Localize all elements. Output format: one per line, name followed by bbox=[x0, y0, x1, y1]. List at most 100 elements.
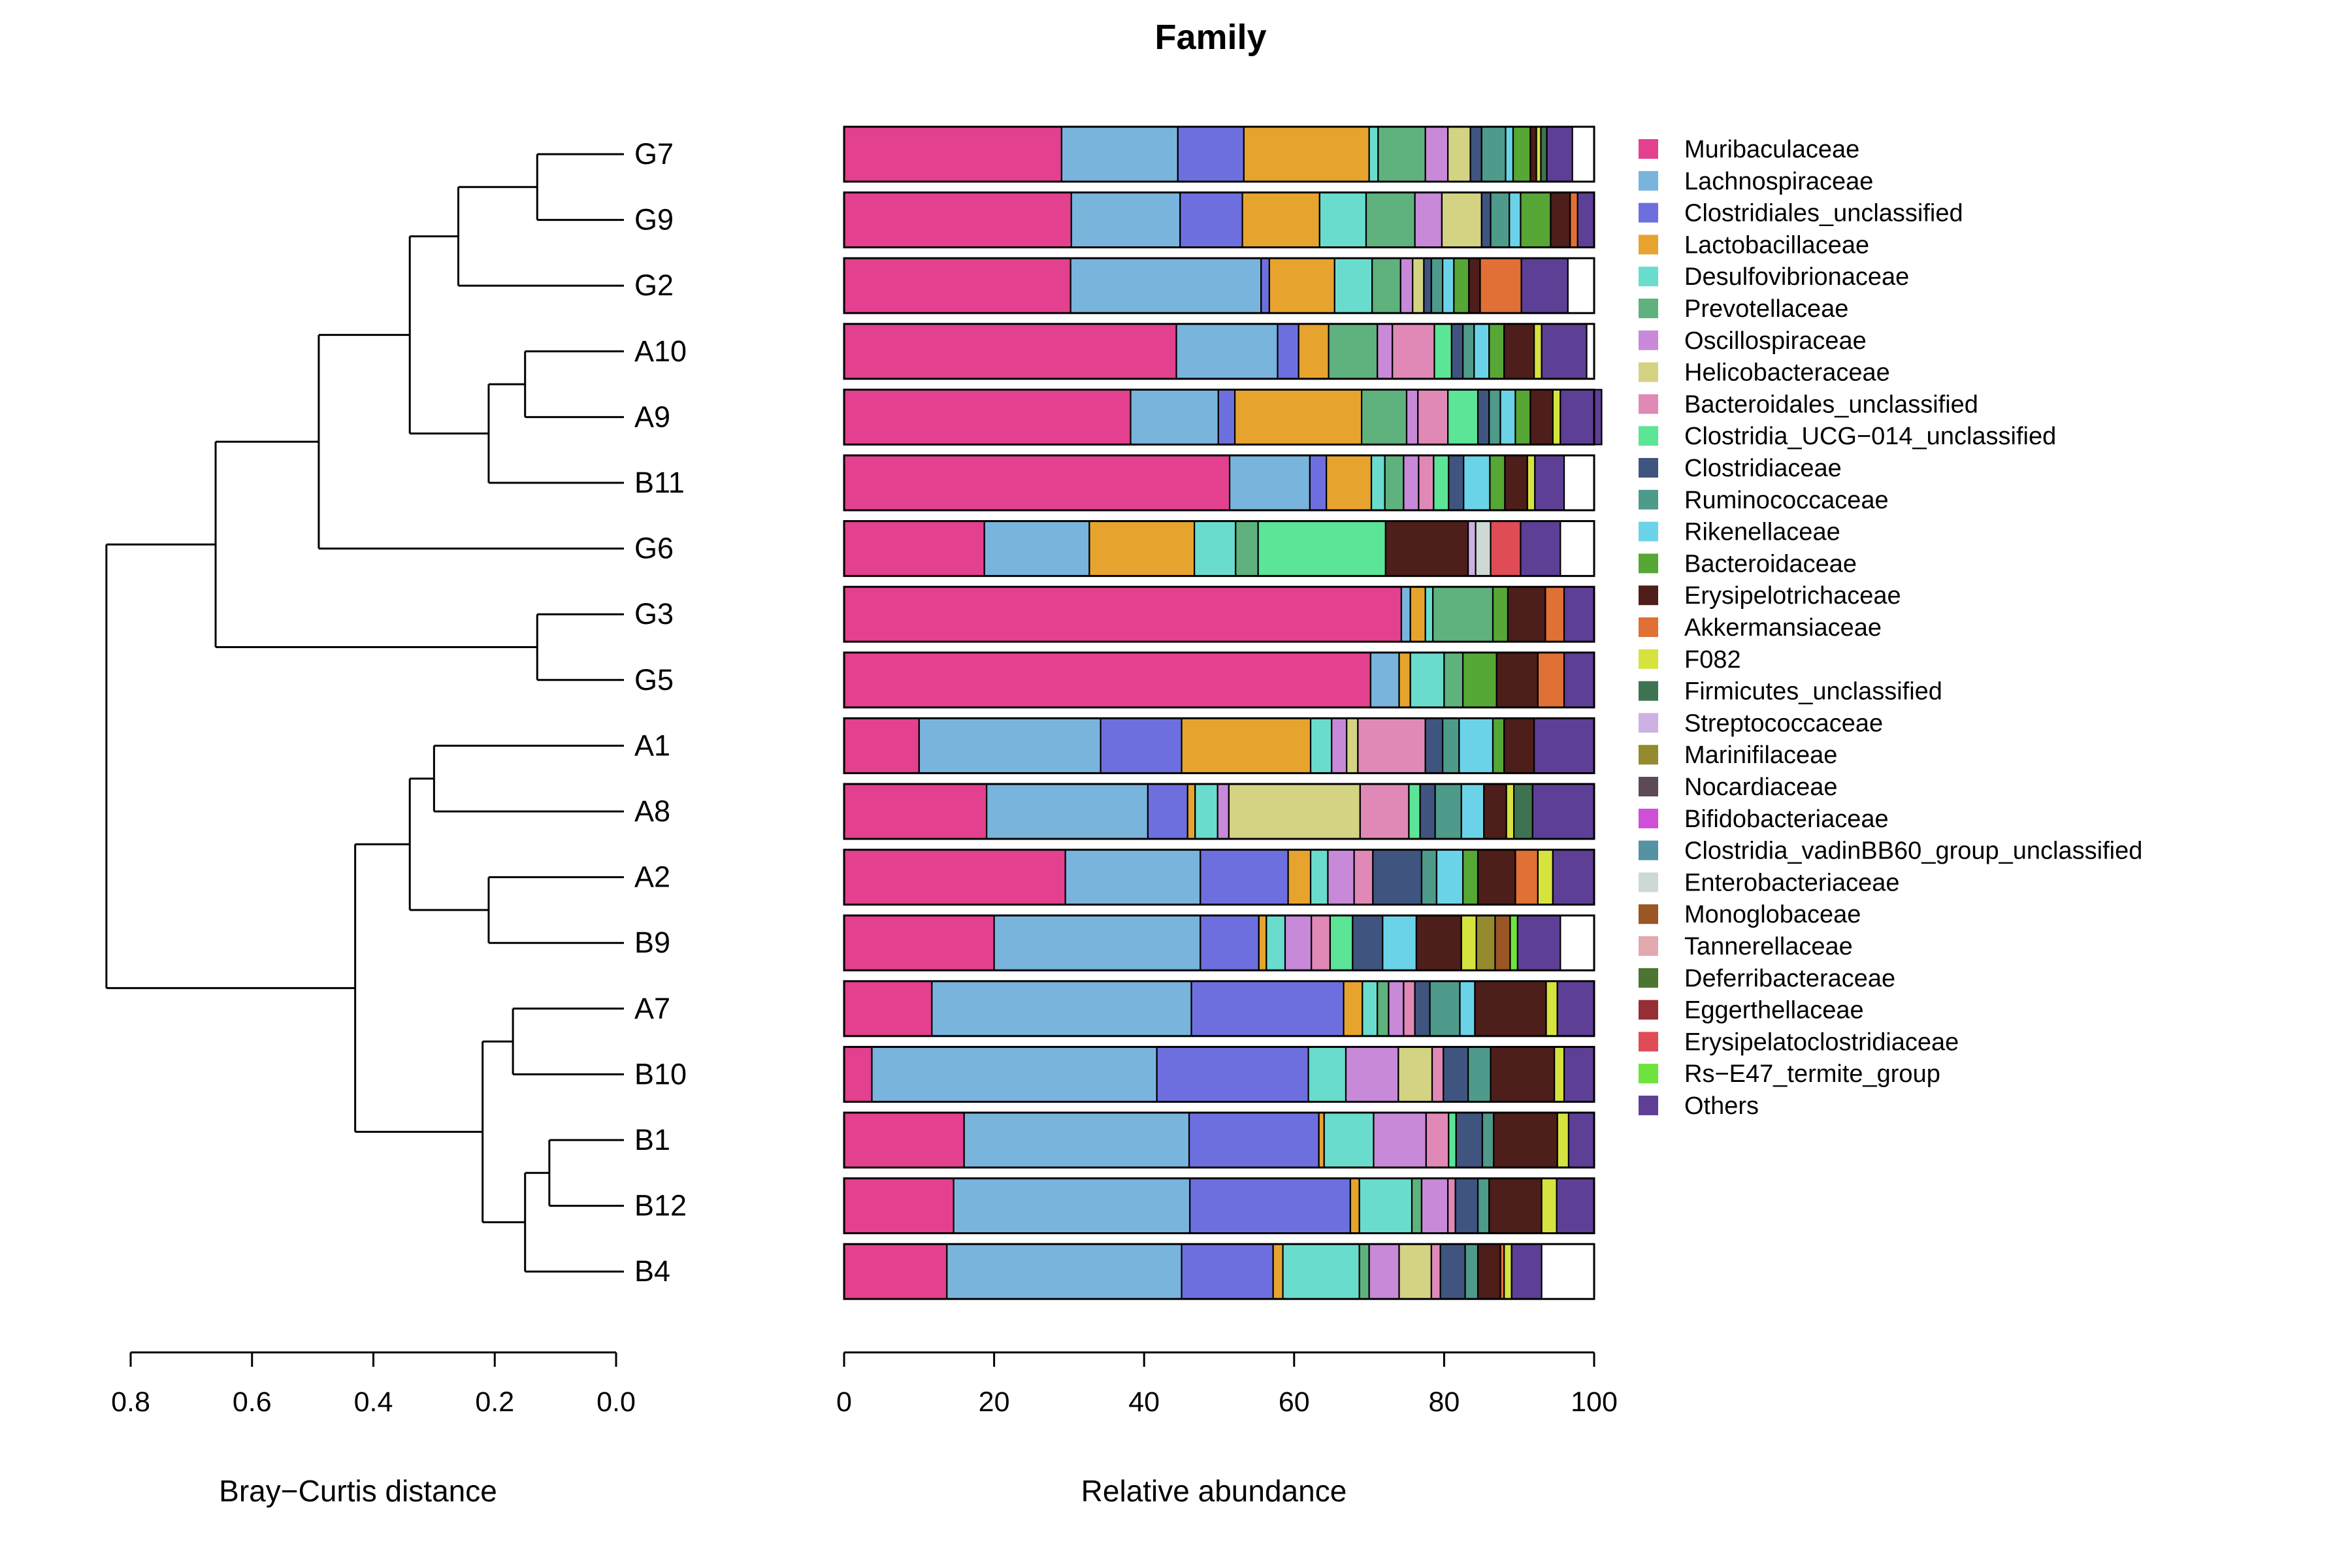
segment-A2-Lachnospiraceae bbox=[1064, 849, 1201, 906]
legend-swatch bbox=[1639, 267, 1658, 287]
bar-G9 bbox=[843, 191, 1595, 249]
legend-label: Tannerellaceae bbox=[1684, 933, 1853, 960]
segment-A10-Prevotellaceae bbox=[1328, 323, 1379, 380]
segment-A9-F082 bbox=[1552, 389, 1561, 446]
bar-outline-G2 bbox=[843, 257, 1595, 314]
segment-A8-Ruminococcaceae bbox=[1434, 783, 1462, 840]
segment-A1-Lactobacillaceae bbox=[1181, 717, 1312, 774]
segment-A10-Muribaculaceae bbox=[843, 323, 1177, 380]
segment-A10-Others bbox=[1541, 323, 1588, 380]
segment-B12-Prevotellaceae bbox=[1411, 1177, 1423, 1234]
bar-outline-A9 bbox=[843, 388, 1595, 446]
legend-item-Nocardiaceae: Nocardiaceae bbox=[1639, 774, 1837, 801]
segment-A10-Clostridiales_unclassified bbox=[1277, 323, 1299, 380]
segment-G7-Others bbox=[1546, 125, 1573, 183]
sample-label-A1: A1 bbox=[634, 728, 670, 762]
segment-A10-Clostridia_UCG−014_unclassified bbox=[1433, 323, 1452, 380]
segment-G6-Prevotellaceae bbox=[1235, 520, 1259, 577]
legend-swatch bbox=[1639, 745, 1658, 765]
segment-B4-Lachnospiraceae bbox=[946, 1243, 1183, 1300]
dendrogram bbox=[105, 153, 624, 1273]
legend-label: Bifidobacteriaceae bbox=[1684, 806, 1889, 833]
segment-B1-Muribaculaceae bbox=[843, 1111, 965, 1169]
sample-label-G5: G5 bbox=[634, 663, 674, 696]
segment-A8-Firmicutes_unclassified bbox=[1513, 783, 1533, 840]
bar-outline-B1 bbox=[843, 1111, 1595, 1169]
bar-outline-G6 bbox=[843, 520, 1595, 578]
segment-G3-Erysipelotrichaceae bbox=[1507, 586, 1546, 643]
segment-A7-Clostridiaceae bbox=[1414, 980, 1431, 1037]
bar-G5 bbox=[843, 651, 1595, 709]
segment-B10-Helicobacteraceae bbox=[1397, 1046, 1433, 1103]
segment-G2-Clostridiales_unclassified bbox=[1260, 257, 1271, 314]
segment-A2-Others bbox=[1552, 849, 1595, 906]
segment-A1-Helicobacteraceae bbox=[1346, 717, 1359, 774]
segment-B1-Others bbox=[1567, 1111, 1595, 1169]
segment-G2-Ruminococcaceae bbox=[1430, 257, 1444, 314]
segment-B4-Desulfovibrionaceae bbox=[1282, 1243, 1360, 1300]
segment-G7-Bacteroidaceae bbox=[1512, 125, 1531, 183]
segment-A10-Bacteroidaceae bbox=[1488, 323, 1505, 380]
segment-G7-Erysipelotrichaceae bbox=[1529, 125, 1537, 183]
segment-B10-F082 bbox=[1554, 1046, 1565, 1103]
legend-label: Oscillospiraceae bbox=[1684, 327, 1867, 355]
segment-A8-Oscillospiraceae bbox=[1217, 783, 1230, 840]
segment-B4-F082 bbox=[1503, 1243, 1512, 1300]
dendrogram-branch bbox=[548, 1139, 624, 1207]
segment-A2-Akkermansiaceae bbox=[1514, 849, 1539, 906]
x-tick-label-0: 0 bbox=[836, 1386, 852, 1418]
segment-G9-Ruminococcaceae bbox=[1490, 191, 1511, 248]
legend-item-Prevotellaceae: Prevotellaceae bbox=[1639, 295, 1848, 323]
segment-A9-Bacteroidaceae bbox=[1514, 389, 1531, 446]
sample-label-B4: B4 bbox=[634, 1254, 670, 1288]
segment-A7-Lachnospiraceae bbox=[931, 980, 1192, 1037]
segment-A8-Erysipelotrichaceae bbox=[1483, 783, 1507, 840]
bar-A9 bbox=[843, 388, 1603, 446]
bar-B4 bbox=[843, 1243, 1595, 1300]
legend-label: Helicobacteraceae bbox=[1684, 359, 1890, 387]
bar-A2 bbox=[843, 849, 1595, 906]
segment-A1-Erysipelotrichaceae bbox=[1503, 717, 1535, 774]
dendrogram-tick-label-0.6: 0.6 bbox=[233, 1386, 272, 1418]
segment-B11-Clostridiales_unclassified bbox=[1309, 454, 1328, 512]
legend-swatch bbox=[1639, 203, 1658, 223]
bar-outline-A7 bbox=[843, 980, 1595, 1037]
legend-label: F082 bbox=[1684, 646, 1741, 674]
segment-B10-Lachnospiraceae bbox=[871, 1046, 1158, 1103]
legend-item-Ruminococcaceae: Ruminococcaceae bbox=[1639, 487, 1889, 514]
x-tick-label-60: 60 bbox=[1279, 1386, 1310, 1418]
bar-G7 bbox=[843, 125, 1595, 183]
legend-swatch bbox=[1639, 872, 1658, 892]
segment-B11-F082 bbox=[1526, 454, 1536, 512]
legend-label: Erysipelotrichaceae bbox=[1684, 582, 1901, 610]
segment-G7-Muribaculaceae bbox=[843, 125, 1063, 183]
segment-G5-Akkermansiaceae bbox=[1537, 651, 1565, 708]
legend-item-Monoglobaceae: Monoglobaceae bbox=[1639, 901, 1861, 928]
segment-B4-Prevotellaceae bbox=[1358, 1243, 1370, 1300]
segment-A7-Prevotellaceae bbox=[1377, 980, 1390, 1037]
bar-A1 bbox=[843, 717, 1595, 774]
segment-G9-Lachnospiraceae bbox=[1070, 191, 1181, 248]
segment-B11-Rikenellaceae bbox=[1463, 454, 1491, 512]
segment-A9-Bacteroidales_unclassified bbox=[1417, 389, 1449, 446]
legend-label: Clostridia_UCG−014_unclassified bbox=[1684, 423, 2056, 450]
segment-G3-Lachnospiraceae bbox=[1400, 586, 1411, 643]
segment-A2-Bacteroidaceae bbox=[1462, 849, 1479, 906]
legend-item-Bacteroidaceae: Bacteroidaceae bbox=[1639, 550, 1857, 578]
segment-B11-Lactobacillaceae bbox=[1326, 454, 1373, 512]
segment-A8-Helicobacteraceae bbox=[1228, 783, 1361, 840]
segment-A1-Oscillospiraceae bbox=[1331, 717, 1348, 774]
bar-outline-A8 bbox=[843, 783, 1595, 840]
legend-item-Lactobacillaceae: Lactobacillaceae bbox=[1639, 231, 1869, 259]
segment-A1-Clostridiales_unclassified bbox=[1100, 717, 1183, 774]
dendrogram-branch bbox=[512, 1007, 624, 1075]
segment-G9-Clostridiaceae bbox=[1480, 191, 1492, 248]
dendrogram-branch bbox=[536, 153, 624, 221]
sample-label-B1: B1 bbox=[634, 1123, 670, 1156]
segment-A9-Others bbox=[1560, 389, 1603, 446]
dendrogram-branch bbox=[457, 186, 624, 287]
legend-swatch bbox=[1639, 521, 1658, 542]
segment-A8-Others bbox=[1531, 783, 1595, 840]
segment-B1-Erysipelotrichaceae bbox=[1493, 1111, 1558, 1169]
